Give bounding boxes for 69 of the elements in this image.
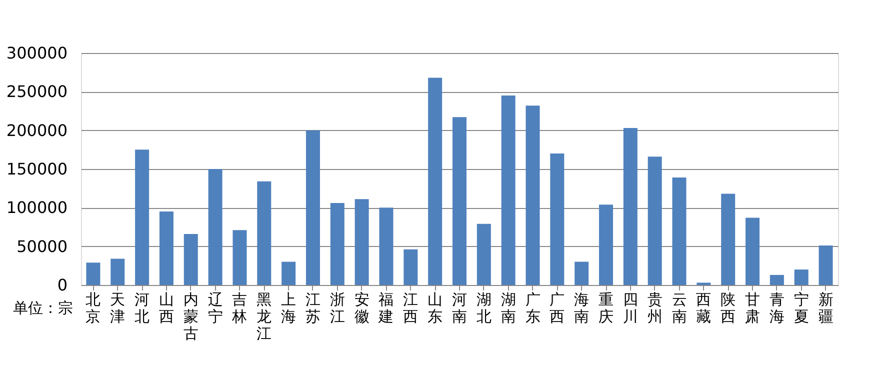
- y-tick-label: 200000: [6, 120, 68, 140]
- bar: [526, 106, 540, 285]
- y-tick-label: 300000: [6, 44, 68, 62]
- x-tick-label: 北京: [86, 290, 101, 326]
- x-tick-label: 吉林: [231, 290, 248, 326]
- x-tick-label: 江苏: [305, 290, 320, 326]
- bar: [721, 194, 736, 285]
- x-tick-label: 江西: [403, 290, 418, 326]
- text: 单位：宗: [13, 299, 73, 317]
- bar: [184, 234, 198, 285]
- bar: [476, 224, 491, 285]
- bar: [86, 262, 100, 285]
- y-tick-label: 250000: [6, 82, 68, 102]
- y-tick-label: 100000: [6, 198, 68, 218]
- bar: [354, 199, 369, 285]
- bar: [623, 128, 638, 285]
- x-tick-label: 河南: [452, 290, 467, 326]
- bar: [550, 154, 564, 285]
- x-tick-label: 四川: [622, 290, 638, 326]
- x-tick-label: 青海: [769, 290, 784, 326]
- x-tick-label: 新疆: [818, 290, 834, 326]
- x-tick-label: 重庆: [598, 290, 614, 326]
- bar: [746, 218, 760, 285]
- x-tick-label: 甘肃: [745, 290, 760, 326]
- bar: [599, 204, 614, 285]
- bar: [110, 258, 125, 285]
- x-tick-label: 贵州: [647, 290, 662, 326]
- x-tick-label: 上海: [281, 290, 296, 326]
- x-tick-label: 安徽: [354, 290, 370, 326]
- x-tick-label: 陕西: [720, 290, 736, 326]
- bar: [648, 156, 662, 285]
- x-tick-label: 黑龙江: [256, 290, 272, 342]
- bar: [818, 246, 833, 285]
- bar: [672, 178, 686, 285]
- x-tick-label: 湖北: [476, 290, 492, 326]
- x-tick-label: 天津: [110, 290, 126, 326]
- x-tick-label: 福建: [378, 290, 394, 326]
- y-tick-label: 150000: [6, 160, 68, 178]
- bar: [501, 96, 516, 285]
- x-tick-label: 河北: [134, 290, 150, 326]
- x-tick-label: 广东: [525, 290, 540, 326]
- bar: [232, 230, 247, 285]
- bar: [257, 181, 272, 285]
- x-tick-label: 西藏: [696, 290, 712, 326]
- y-tick-label: 50000: [16, 236, 68, 256]
- x-tick-label: 内蒙古: [183, 290, 198, 342]
- x-tick-label: 湖南: [500, 290, 516, 326]
- x-tick-label: 浙江: [330, 290, 345, 326]
- x-tick-label: 海南: [574, 290, 590, 326]
- bar: [135, 150, 150, 285]
- bar: [770, 274, 784, 285]
- x-tick-label: 广西: [550, 290, 565, 326]
- bar: [208, 169, 222, 285]
- bar: [428, 78, 442, 285]
- x-tick-label: 宁夏: [794, 290, 809, 326]
- bar: [404, 249, 418, 285]
- bar: [574, 262, 589, 285]
- x-tick-label: 辽宁: [208, 290, 223, 326]
- bar: [306, 130, 320, 285]
- bar: [452, 117, 466, 285]
- bar: [379, 208, 394, 285]
- x-tick-label: 山西: [158, 290, 174, 326]
- bar: [794, 270, 808, 285]
- bar: [159, 212, 174, 285]
- bar: [330, 203, 344, 285]
- y-tick-label: 0: [57, 276, 68, 294]
- bar: [282, 262, 296, 285]
- x-tick-label: 山东: [428, 290, 443, 326]
- x-tick-label: 云南: [672, 290, 687, 326]
